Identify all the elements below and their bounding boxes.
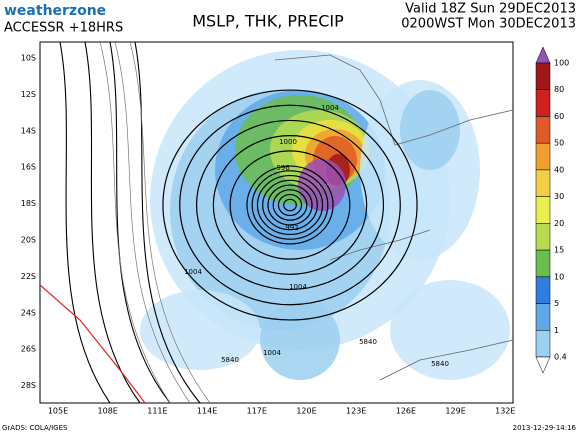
coastline bbox=[274, 54, 513, 381]
contour-label: 1004 bbox=[263, 349, 281, 357]
contour-label: 996 bbox=[276, 164, 290, 172]
lon-label: 111E bbox=[147, 407, 167, 416]
logo: weatherzone bbox=[4, 3, 106, 19]
lat-label: 26S bbox=[21, 345, 36, 354]
colorbar-label: 15 bbox=[554, 246, 564, 255]
isobar bbox=[59, 42, 111, 403]
thickness-line bbox=[114, 42, 191, 403]
isobar bbox=[272, 189, 308, 221]
contour-label: 1004 bbox=[184, 268, 202, 276]
lat-label: 16S bbox=[21, 163, 36, 172]
lon-label: 117E bbox=[247, 407, 267, 416]
colorbar-tip bbox=[535, 46, 551, 64]
lat-label: 28S bbox=[21, 381, 36, 390]
colorbar-label: 60 bbox=[554, 112, 564, 121]
isobar bbox=[84, 42, 141, 403]
colorbar-label: 5 bbox=[554, 299, 559, 308]
isobar bbox=[109, 42, 171, 403]
isobar bbox=[256, 174, 324, 236]
lat-label: 14S bbox=[21, 126, 36, 135]
isobar bbox=[283, 198, 297, 212]
colorbar-segment bbox=[535, 276, 551, 304]
lon-label: 123E bbox=[346, 407, 366, 416]
colorbar-label: 50 bbox=[554, 139, 564, 148]
precip-area bbox=[298, 159, 346, 211]
colorbar-tip bbox=[535, 356, 551, 374]
colorbar-label: 1 bbox=[554, 326, 559, 335]
colorbar-segment bbox=[535, 142, 551, 171]
contour-label: 5840 bbox=[359, 338, 377, 346]
precip-area bbox=[140, 290, 260, 370]
contour-label: 5840 bbox=[431, 360, 449, 368]
lat-label: 20S bbox=[21, 236, 36, 245]
lon-label: 126E bbox=[396, 407, 416, 416]
colorbar-label: 0.4 bbox=[554, 353, 567, 362]
isobar bbox=[134, 42, 201, 403]
isobar bbox=[212, 135, 368, 275]
colorbar-label: 10 bbox=[554, 272, 564, 281]
isobar bbox=[251, 170, 329, 240]
lon-label: 114E bbox=[197, 407, 217, 416]
colorbar-label: 40 bbox=[554, 165, 564, 174]
isobar bbox=[229, 150, 351, 260]
lat-label: 18S bbox=[21, 199, 36, 208]
isobar bbox=[195, 119, 385, 291]
lat-label: 24S bbox=[21, 308, 36, 317]
colorbar-segment bbox=[535, 169, 551, 197]
map-layer bbox=[40, 42, 513, 403]
isobar bbox=[162, 89, 418, 321]
contour-label: 5840 bbox=[221, 356, 239, 364]
isobar bbox=[267, 184, 313, 226]
colorbar-label: 20 bbox=[554, 219, 564, 228]
lat-label: 12S bbox=[21, 90, 36, 99]
thickness-line-red bbox=[40, 284, 146, 403]
valid-time: Valid 18Z Sun 29DEC2013 bbox=[405, 2, 576, 17]
footer-timestamp: 2013-12-29-14:16 bbox=[513, 424, 577, 432]
lon-label: 132E bbox=[495, 407, 515, 416]
contour-label: 1004 bbox=[289, 283, 307, 291]
isobar bbox=[246, 165, 334, 245]
colorbar-label: 30 bbox=[554, 192, 564, 201]
local-time: 0200WST Mon 30DEC2013 bbox=[401, 17, 576, 32]
lon-label: 105E bbox=[48, 407, 68, 416]
lat-label: 10S bbox=[21, 54, 36, 63]
contour-label: 992 bbox=[285, 224, 298, 232]
contour-label: 1004 bbox=[321, 104, 339, 112]
lon-label: 120E bbox=[296, 407, 316, 416]
colorbar-label: 100 bbox=[554, 59, 569, 68]
colorbar-segment bbox=[535, 116, 551, 144]
isobar bbox=[262, 179, 318, 231]
colorbar-segment bbox=[535, 89, 551, 117]
footer-credit: GrADS: COLA/IGES bbox=[2, 424, 68, 432]
lat-label: 22S bbox=[21, 272, 36, 281]
colorbar-segment bbox=[535, 330, 551, 358]
precip-area bbox=[400, 90, 460, 170]
precip-area bbox=[260, 300, 340, 380]
isobar bbox=[277, 193, 303, 217]
isobar bbox=[179, 104, 401, 306]
colorbar-segment bbox=[535, 249, 551, 278]
colorbar-segment bbox=[535, 62, 551, 90]
map-title: MSLP, THK, PRECIP bbox=[192, 12, 344, 31]
precip-area bbox=[390, 280, 510, 380]
contour-label: 1000 bbox=[279, 138, 297, 146]
colorbar-segment bbox=[535, 303, 551, 331]
model-label: ACCESSR +18HRS bbox=[4, 21, 123, 36]
lon-label: 108E bbox=[98, 407, 118, 416]
colorbar-label: 80 bbox=[554, 85, 564, 94]
colorbar-segment bbox=[535, 223, 551, 251]
colorbar-segment bbox=[535, 196, 551, 224]
thickness-line bbox=[99, 42, 171, 403]
thickness-line bbox=[129, 42, 211, 403]
lon-label: 129E bbox=[445, 407, 465, 416]
